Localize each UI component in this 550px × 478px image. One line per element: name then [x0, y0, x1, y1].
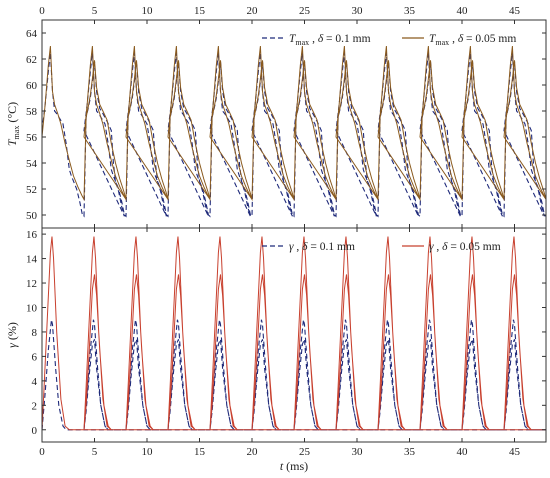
y-tick-label: 60 — [26, 80, 38, 92]
y-tick-label: 54 — [26, 158, 38, 170]
legend-value: = 0.05 mm — [448, 241, 501, 253]
legend-delta: δ — [442, 241, 448, 253]
x-tick-label: 20 — [247, 5, 259, 17]
x-tick-label: 20 — [247, 446, 259, 458]
y-axis-label-symbol: γ — [5, 343, 19, 348]
legend-value: = 0.1 mm — [308, 241, 355, 253]
legend-symbol: T — [289, 33, 297, 45]
y-axis-label: Tmax (°C) — [5, 102, 21, 146]
legend-entry: γ , δ = 0.05 mm — [402, 241, 501, 253]
legend-separator: , — [294, 241, 303, 253]
legend-value: = 0.1 mm — [323, 33, 370, 45]
series-line-delta-0-1 — [42, 319, 546, 431]
x-tick-label: 45 — [509, 446, 521, 458]
legend-entry: Tmax , δ = 0.1 mm — [262, 33, 371, 47]
x-tick-label: 15 — [194, 446, 206, 458]
legend-symbol: γ — [289, 241, 294, 253]
legend-entry: γ , δ = 0.1 mm — [262, 241, 355, 253]
legend-subscript: max — [295, 38, 309, 47]
y-tick-label: 10 — [26, 302, 38, 314]
series-line-delta-0-05 — [42, 45, 546, 202]
x-tick-label: 25 — [299, 446, 311, 458]
x-axis-label: t (ms) — [280, 459, 308, 473]
y-tick-label: 0 — [32, 425, 38, 437]
legend-separator: , — [309, 33, 318, 45]
y-tick-label: 64 — [26, 28, 38, 40]
y-tick-label: 2 — [32, 400, 38, 412]
gamma-panel: 0 2 4 6 8 10 12 14 16 0 5 10 15 20 25 30 35 40 45 γ (%) t (m… — [5, 227, 547, 473]
legend-delta: δ — [302, 241, 308, 253]
x-tick-label: 40 — [457, 5, 469, 17]
x-tick-label: 10 — [142, 446, 154, 458]
y-axis-label-unit: (%) — [5, 322, 19, 343]
y-axis-label-subscript: max — [12, 126, 21, 140]
y-tick-label: 8 — [32, 327, 38, 339]
y-tick-label: 50 — [26, 210, 38, 222]
legend-subscript: max — [435, 38, 449, 47]
y-axis-label-unit: (°C) — [5, 102, 19, 126]
y-tick-label: 6 — [32, 351, 38, 363]
legend-delta: δ — [458, 33, 464, 45]
x-tick-label: 40 — [457, 446, 469, 458]
legend-value: = 0.05 mm — [463, 33, 516, 45]
legend-symbol: T — [429, 33, 437, 45]
y-tick-label: 12 — [26, 278, 37, 290]
y-axis-label-symbol: T — [5, 138, 19, 146]
legend-separator: , — [449, 33, 458, 45]
x-tick-label: 5 — [92, 5, 98, 17]
y-tick-label: 52 — [26, 184, 37, 196]
x-tick-label: 30 — [352, 5, 364, 17]
x-tick-label: 0 — [39, 5, 45, 17]
x-tick-label: 15 — [194, 5, 206, 17]
legend-label: Tmax , δ = 0.05 mm — [429, 33, 516, 47]
x-tick-label: 5 — [92, 446, 98, 458]
x-tick-label: 10 — [142, 5, 154, 17]
y-tick-label: 4 — [32, 376, 38, 388]
x-tick-label: 30 — [352, 446, 364, 458]
legend-label: γ , δ = 0.1 mm — [289, 241, 355, 253]
x-tick-label: 0 — [39, 446, 45, 458]
y-tick-label: 14 — [26, 254, 38, 266]
y-tick-label: 62 — [26, 54, 37, 66]
y-tick-label: 56 — [26, 132, 38, 144]
legend-delta: δ — [318, 33, 324, 45]
temperature-panel: 50 52 54 56 58 60 62 640 5 10 15 20 25 30 35 40 45 Tmax (… — [5, 5, 547, 229]
legend-label: Tmax , δ = 0.1 mm — [289, 33, 371, 47]
x-tick-label: 35 — [404, 5, 416, 17]
x-tick-label: 35 — [404, 446, 416, 458]
y-tick-label: 16 — [26, 229, 38, 241]
x-tick-label: 45 — [509, 5, 521, 17]
legend-label: γ , δ = 0.05 mm — [429, 241, 501, 253]
x-axis-label-unit: (ms) — [283, 459, 308, 473]
y-tick-label: 58 — [26, 106, 38, 118]
y-axis-label: γ (%) — [5, 322, 19, 348]
series-line-delta-0-1 — [42, 52, 546, 218]
series-line-delta-0-05 — [42, 236, 546, 431]
plot-frame — [41, 227, 547, 443]
legend-symbol: γ — [429, 241, 434, 253]
x-tick-label: 25 — [299, 5, 311, 17]
legend-separator: , — [434, 241, 443, 253]
x-axis-label-symbol: t — [280, 459, 284, 473]
legend-entry: Tmax , δ = 0.05 mm — [402, 33, 516, 47]
